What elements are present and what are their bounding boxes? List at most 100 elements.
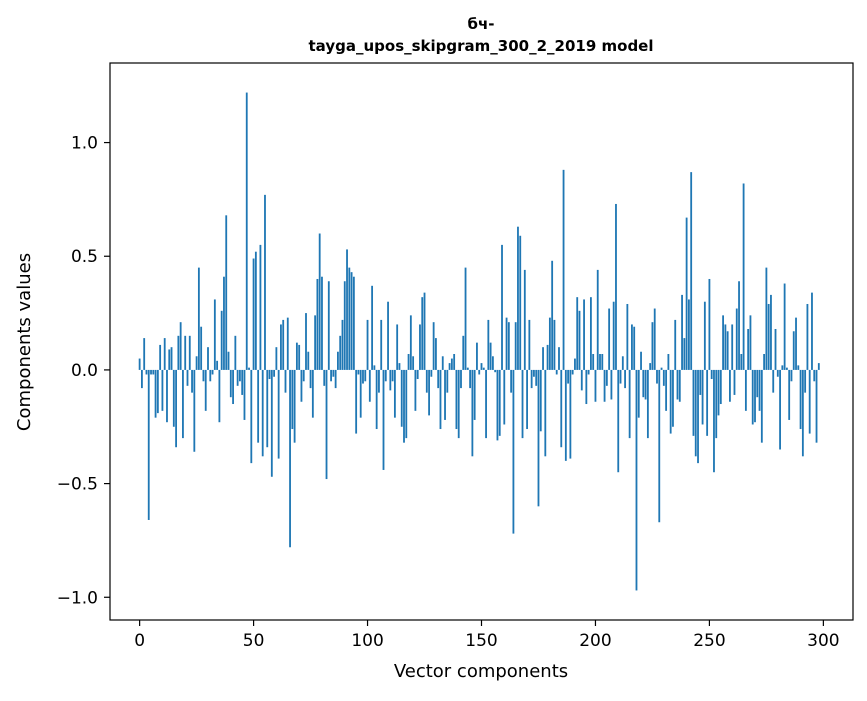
bar-175 (537, 369, 540, 507)
bar-242 (690, 172, 693, 370)
bar-267 (747, 329, 750, 370)
bar-57 (268, 369, 271, 380)
bar-269 (751, 369, 754, 425)
bar-137 (450, 358, 453, 370)
bar-23 (191, 369, 193, 393)
bar-243 (692, 369, 695, 436)
bar-101 (368, 369, 371, 402)
bar-217 (633, 326, 636, 370)
bar-180 (548, 317, 551, 370)
bar-125 (423, 292, 426, 370)
bar-4 (147, 369, 150, 520)
bar-199 (592, 354, 595, 370)
bar-264 (740, 354, 743, 370)
y-axis-ticks: −1.0 −0.5 0.0 0.5 1.0 (57, 134, 110, 608)
bar-95 (355, 369, 358, 434)
bar-216 (631, 324, 633, 370)
bar-177 (542, 347, 544, 370)
bar-76 (311, 369, 314, 418)
bar-116 (403, 369, 405, 443)
bar-54 (261, 369, 264, 457)
bar-8 (156, 369, 159, 414)
bar-111 (391, 369, 394, 382)
bar-0 (138, 358, 141, 370)
bar-130 (435, 338, 437, 370)
bar-88 (339, 335, 342, 370)
bar-287 (792, 331, 795, 370)
bar-106 (380, 319, 383, 370)
bar-281 (779, 369, 781, 450)
bar-70 (298, 344, 301, 370)
chart-title-line2: tayga_upos_skipgram_300_2_2019 model (309, 37, 654, 55)
bar-148 (476, 342, 478, 370)
bar-135 (446, 369, 449, 393)
bar-121 (414, 369, 417, 411)
bar-273 (760, 369, 763, 443)
bar-286 (790, 369, 793, 382)
bar-83 (327, 281, 330, 370)
bar-158 (498, 369, 501, 436)
bar-43 (236, 369, 239, 386)
bar-21 (186, 369, 189, 386)
bar-72 (302, 369, 305, 382)
bar-268 (749, 315, 752, 370)
bar-96 (357, 369, 360, 375)
bar-228 (658, 369, 661, 523)
bar-67 (291, 369, 294, 430)
bar-32 (211, 369, 214, 375)
bar-298 (817, 363, 820, 370)
bar-204 (603, 369, 606, 402)
bar-220 (640, 351, 642, 370)
bar-194 (580, 369, 583, 391)
bar-44 (239, 369, 241, 382)
bar-160 (503, 369, 506, 425)
bar-275 (765, 267, 768, 370)
bar-82 (325, 369, 328, 480)
bar-103 (373, 365, 376, 370)
bar-247 (701, 369, 704, 425)
bar-7 (154, 369, 157, 418)
bar-49 (250, 369, 253, 464)
bar-236 (676, 369, 679, 400)
bar-81 (323, 369, 326, 386)
x-axis-label: Vector components (394, 661, 568, 682)
bar-78 (316, 278, 319, 370)
bar-227 (656, 369, 658, 384)
bar-108 (384, 369, 387, 382)
bar-85 (332, 369, 335, 377)
bar-210 (617, 369, 620, 473)
bars-layer (138, 92, 820, 591)
bar-42 (234, 335, 237, 370)
bar-171 (528, 319, 531, 370)
bar-133 (441, 356, 444, 370)
bar-293 (806, 303, 809, 370)
bar-40 (229, 369, 232, 398)
bar-69 (295, 342, 298, 370)
bar-2 (143, 338, 146, 370)
bar-212 (621, 356, 624, 370)
bar-285 (788, 369, 791, 420)
bar-256 (722, 315, 724, 370)
bar-211 (619, 369, 622, 384)
bar-134 (444, 369, 446, 420)
bar-260 (731, 324, 734, 370)
bar-259 (729, 369, 731, 402)
bar-296 (813, 369, 816, 382)
bar-162 (507, 322, 510, 370)
bar-214 (626, 303, 629, 370)
bar-150 (480, 363, 483, 370)
bar-79 (318, 233, 321, 370)
bar-46 (243, 369, 246, 420)
bar-185 (560, 369, 563, 448)
bar-36 (220, 310, 223, 370)
bar-59 (273, 369, 276, 377)
bar-152 (485, 369, 487, 439)
bar-254 (717, 369, 720, 416)
bar-165 (514, 322, 517, 370)
bar-168 (521, 369, 524, 439)
y-tick-label: 0.0 (71, 361, 98, 381)
bar-5 (150, 369, 152, 375)
y-tick-label: −1.0 (57, 588, 98, 608)
